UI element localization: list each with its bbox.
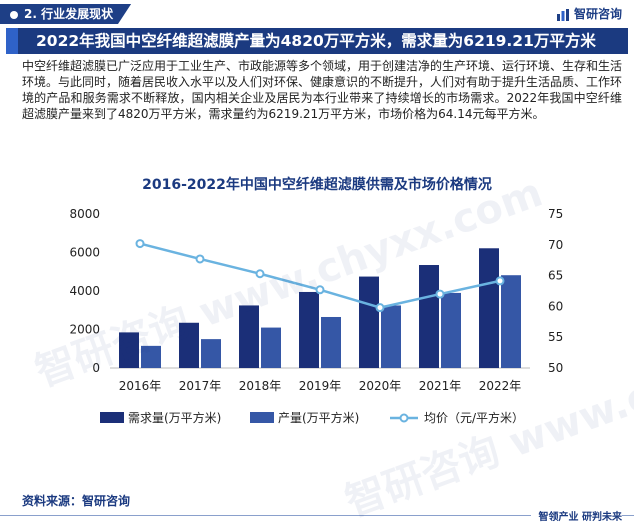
y-right-tick-label: 70 — [548, 238, 563, 252]
intro-paragraph: 中空纤维超滤膜已广泛应用于工业生产、市政能源等多个领域，用于创建洁净的生产环境、… — [22, 59, 623, 121]
y-right-tick-label: 65 — [548, 269, 563, 283]
production-bar — [321, 316, 341, 368]
footer-slogan: 智领产业 研判未来 — [530, 508, 622, 523]
price-point — [375, 303, 385, 313]
section-tag: 2. 行业发展现状 — [0, 4, 132, 24]
x-tick-label: 2016年 — [119, 379, 162, 393]
section-label: 2. 行业发展现状 — [24, 7, 114, 21]
demand-bar — [239, 305, 259, 368]
demand-bar — [479, 248, 499, 368]
x-tick-label: 2019年 — [299, 379, 342, 393]
production-bar — [381, 305, 401, 368]
price-point — [435, 289, 445, 299]
footer-divider — [0, 515, 634, 516]
y-right-tick-label: 55 — [548, 330, 563, 344]
y-right-tick-label: 75 — [548, 207, 563, 221]
brand-name: 智研咨询 — [573, 7, 622, 21]
top-bar: 2. 行业发展现状 智研咨询 — [0, 0, 634, 26]
demand-bar — [179, 322, 199, 368]
brand-logo-icon — [556, 8, 569, 21]
price-point — [255, 269, 265, 279]
legend-price-label: 均价（元/平方米） — [424, 410, 524, 425]
production-bar — [201, 339, 221, 368]
x-tick-label: 2020年 — [359, 379, 402, 393]
y-right-tick-label: 60 — [548, 299, 563, 313]
footer: 智领产业 研判未来 — [0, 507, 634, 525]
x-tick-label: 2022年 — [479, 379, 522, 393]
x-tick-label: 2021年 — [419, 379, 462, 393]
production-bar — [261, 327, 281, 368]
demand-bar — [359, 276, 379, 368]
headline-banner: 2022年我国中空纤维超滤膜产量为4820万平方米，需求量为6219.21万平方… — [6, 28, 628, 54]
legend-price-marker — [399, 413, 409, 423]
source-label: 资料来源：智研咨询 — [22, 494, 131, 508]
y-left-tick-label: 0 — [92, 361, 100, 375]
price-point — [495, 276, 505, 286]
headline-text: 2022年我国中空纤维超滤膜产量为4820万平方米，需求量为6219.21万平方… — [36, 32, 596, 50]
price-point — [315, 285, 325, 295]
y-left-tick-label: 2000 — [69, 323, 100, 337]
x-tick-label: 2018年 — [239, 379, 282, 393]
x-tick-label: 2017年 — [179, 379, 222, 393]
price-point — [195, 254, 205, 264]
production-bar — [441, 292, 461, 368]
bullet-icon — [10, 10, 18, 19]
brand: 智研咨询 — [556, 4, 622, 24]
legend-demand-label: 需求量(万平方米) — [128, 410, 221, 425]
headline-accent — [6, 28, 18, 54]
y-left-tick-label: 6000 — [69, 246, 100, 260]
y-left-tick-label: 8000 — [69, 207, 100, 221]
supply-demand-chart: 0 2000 4000 6000 8000 50 55 60 65 70 75 2016年 2017年 2… — [69, 207, 563, 425]
y-left-tick-label: 4000 — [69, 284, 100, 298]
demand-bar — [119, 332, 139, 368]
legend-demand-swatch — [100, 412, 124, 423]
production-bar — [141, 345, 161, 368]
legend-production-swatch — [250, 412, 274, 423]
legend-production-label: 产量(万平方米) — [278, 410, 359, 425]
y-right-tick-label: 50 — [548, 361, 563, 375]
chart-title: 2016-2022年中国中空纤维超滤膜供需及市场价格情况 — [142, 177, 492, 193]
production-bar — [501, 275, 521, 368]
demand-bar — [299, 291, 319, 368]
demand-bar — [419, 265, 439, 368]
price-point — [135, 239, 145, 249]
